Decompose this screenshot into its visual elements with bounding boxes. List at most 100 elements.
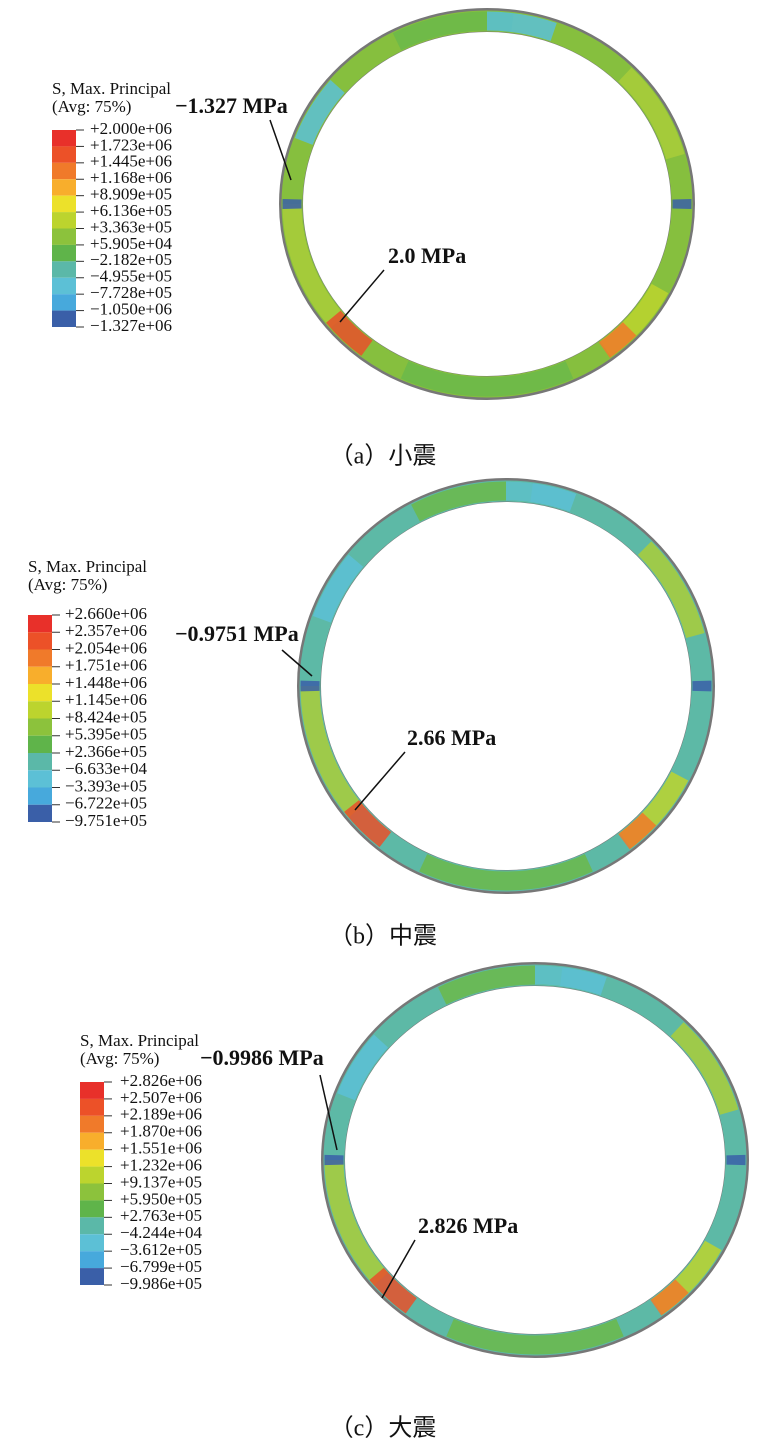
legend-swatch bbox=[80, 1166, 104, 1184]
legend-swatch bbox=[80, 1217, 104, 1235]
legend-swatch bbox=[80, 1115, 104, 1133]
legend-swatch bbox=[28, 804, 52, 822]
legend-swatch bbox=[80, 1268, 104, 1285]
max-annotation: 2.826 MPa bbox=[418, 1213, 518, 1238]
leader-line bbox=[269, 119, 292, 181]
legend-label: +2.189e+06 bbox=[120, 1105, 202, 1124]
legend-swatch bbox=[80, 1234, 104, 1252]
contour-patch bbox=[534, 965, 607, 996]
legend-title: S, Max. Principal bbox=[52, 79, 171, 98]
legend-swatch bbox=[52, 228, 76, 245]
legend-label: +1.751e+06 bbox=[65, 656, 147, 675]
legend-swatch bbox=[80, 1251, 104, 1269]
legend-label: +2.366e+05 bbox=[65, 742, 147, 761]
contour-patch bbox=[637, 541, 705, 639]
caption: （a）小震 bbox=[330, 443, 437, 470]
legend-label: +2.054e+06 bbox=[65, 638, 147, 657]
leader-line bbox=[381, 1239, 416, 1299]
contour-patch bbox=[650, 1279, 689, 1316]
legend-label: +1.145e+06 bbox=[65, 690, 147, 709]
legend-label: +1.448e+06 bbox=[65, 673, 147, 692]
legend-label: +1.445e+06 bbox=[90, 152, 172, 171]
legend-swatch bbox=[52, 179, 76, 196]
max-annotation: 2.0 MPa bbox=[388, 243, 466, 268]
legend-title: S, Max. Principal bbox=[28, 557, 147, 576]
contour-patch bbox=[446, 1318, 624, 1355]
leader-line bbox=[319, 1074, 338, 1151]
min-annotation: −0.9751 MPa bbox=[175, 621, 299, 646]
contour-patch bbox=[300, 685, 364, 818]
legend-title: S, Max. Principal bbox=[80, 1031, 199, 1050]
panel: S, Max. Principal(Avg: 75%)+2.826e+06+2.… bbox=[80, 962, 749, 1442]
legend-label: −1.327e+06 bbox=[90, 316, 172, 335]
legend-label: +1.551e+06 bbox=[120, 1139, 202, 1158]
legend-label: +1.723e+06 bbox=[90, 135, 172, 154]
legend-swatch bbox=[52, 294, 76, 311]
legend-swatch bbox=[28, 615, 52, 633]
contour-patch bbox=[324, 1159, 389, 1286]
panel: S, Max. Principal(Avg: 75%)+2.660e+06+2.… bbox=[28, 478, 715, 950]
legend-swatch bbox=[28, 666, 52, 684]
legend-label: −6.799e+05 bbox=[120, 1257, 202, 1276]
contour-patch bbox=[618, 812, 657, 850]
legend-swatch bbox=[28, 787, 52, 805]
legend-swatch bbox=[80, 1098, 104, 1116]
contour-patch bbox=[282, 203, 345, 328]
legend-label: +2.763e+05 bbox=[120, 1206, 202, 1225]
legend-label: +5.905e+04 bbox=[90, 234, 172, 253]
legend-label: +8.909e+05 bbox=[90, 185, 172, 204]
legend-title: (Avg: 75%) bbox=[28, 575, 107, 594]
legend-swatch bbox=[28, 718, 52, 736]
legend-swatch bbox=[28, 770, 52, 788]
contour-patch bbox=[505, 481, 577, 512]
legend-swatch bbox=[80, 1183, 104, 1201]
legend-swatch bbox=[28, 701, 52, 719]
panel: S, Max. Principal(Avg: 75%)+2.000e+06+1.… bbox=[52, 8, 695, 470]
legend-title: (Avg: 75%) bbox=[80, 1049, 159, 1068]
legend-label: −3.612e+05 bbox=[120, 1240, 202, 1259]
legend-label: −2.182e+05 bbox=[90, 250, 172, 269]
legend-title: (Avg: 75%) bbox=[52, 97, 131, 116]
contour-patch bbox=[326, 310, 373, 356]
legend-label: −4.955e+05 bbox=[90, 267, 172, 286]
legend-swatch bbox=[80, 1200, 104, 1218]
legend-label: +2.357e+06 bbox=[65, 621, 147, 640]
contour-patch bbox=[419, 854, 593, 891]
min-annotation: −0.9986 MPa bbox=[200, 1045, 324, 1070]
legend-label: +8.424e+05 bbox=[65, 707, 147, 726]
contour-patch bbox=[294, 80, 345, 146]
legend-swatch bbox=[28, 735, 52, 753]
leader-line bbox=[354, 751, 406, 811]
legend-swatch bbox=[52, 130, 76, 147]
legend-swatch bbox=[28, 684, 52, 702]
legend-label: −4.244e+04 bbox=[120, 1223, 202, 1242]
min-annotation: −1.327 MPa bbox=[175, 93, 288, 118]
legend-swatch bbox=[28, 649, 52, 667]
contour-patch bbox=[670, 1022, 739, 1115]
contour-patch bbox=[344, 800, 392, 848]
legend-swatch bbox=[52, 277, 76, 295]
legend-swatch bbox=[52, 146, 76, 163]
legend-label: +6.136e+05 bbox=[90, 201, 172, 220]
legend-label: −7.728e+05 bbox=[90, 283, 172, 302]
legend-label: +1.232e+06 bbox=[120, 1155, 202, 1174]
contour-patch bbox=[369, 1267, 417, 1314]
legend-label: −9.751e+05 bbox=[65, 811, 147, 830]
caption: （c）大震 bbox=[330, 1415, 437, 1442]
legend-swatch bbox=[52, 162, 76, 180]
legend-label: +9.137e+05 bbox=[120, 1172, 202, 1191]
legend-swatch bbox=[52, 310, 76, 327]
legend-swatch bbox=[52, 195, 76, 213]
legend-swatch bbox=[52, 212, 76, 229]
legend-label: +2.000e+06 bbox=[90, 119, 172, 138]
legend-label: +2.507e+06 bbox=[120, 1088, 202, 1107]
legend-label: −6.722e+05 bbox=[65, 794, 147, 813]
legend-label: +5.950e+05 bbox=[120, 1189, 202, 1208]
contour-patch bbox=[400, 361, 574, 397]
legend-swatch bbox=[80, 1149, 104, 1167]
leader-line bbox=[281, 649, 313, 677]
contour-patch bbox=[598, 321, 637, 358]
legend-label: −6.633e+04 bbox=[65, 759, 147, 778]
